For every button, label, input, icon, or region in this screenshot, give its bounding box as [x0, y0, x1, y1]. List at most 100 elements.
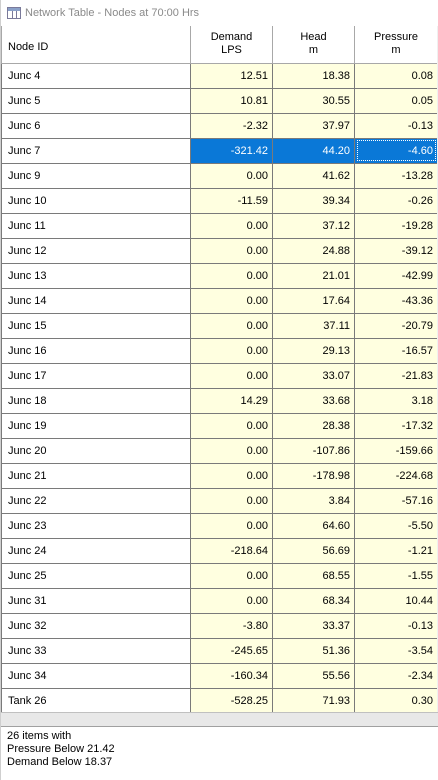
column-header-node-id[interactable]: Node ID [1, 26, 191, 64]
pressure-cell-focused[interactable]: -4.60 [354, 138, 438, 164]
node-id-cell[interactable]: Junc 4 [1, 63, 191, 89]
demand-cell[interactable]: 0.00 [190, 238, 273, 264]
head-cell[interactable]: 37.12 [272, 213, 355, 239]
node-id-cell[interactable]: Junc 16 [1, 338, 191, 364]
pressure-cell[interactable]: -5.50 [354, 513, 438, 539]
demand-cell[interactable]: -218.64 [190, 538, 273, 564]
head-cell[interactable]: 37.97 [272, 113, 355, 139]
head-cell[interactable]: -107.86 [272, 438, 355, 464]
table-row[interactable]: Junc 11 0.00 37.12 -19.28 [1, 213, 438, 239]
pressure-cell[interactable]: 0.08 [354, 63, 438, 89]
table-row[interactable]: Junc 14 0.00 17.64 -43.36 [1, 288, 438, 314]
pressure-cell[interactable]: 3.18 [354, 388, 438, 414]
column-header-head[interactable]: Head m [272, 26, 355, 64]
pressure-cell[interactable]: -0.13 [354, 613, 438, 639]
head-cell[interactable]: 56.69 [272, 538, 355, 564]
head-cell[interactable]: 17.64 [272, 288, 355, 314]
table-row[interactable]: Junc 32 -3.80 33.37 -0.13 [1, 613, 438, 639]
head-cell[interactable]: 37.11 [272, 313, 355, 339]
node-id-cell[interactable]: Junc 12 [1, 238, 191, 264]
head-cell[interactable]: 3.84 [272, 488, 355, 514]
demand-cell[interactable]: 0.00 [190, 413, 273, 439]
pressure-cell[interactable]: -224.68 [354, 463, 438, 489]
table-row-selected[interactable]: Junc 7 -321.42 44.20 -4.60 [1, 138, 438, 164]
node-id-cell[interactable]: Junc 7 [1, 138, 191, 164]
demand-cell[interactable]: 0.00 [190, 513, 273, 539]
column-header-pressure[interactable]: Pressure m [354, 26, 438, 64]
head-cell[interactable]: 28.38 [272, 413, 355, 439]
node-id-cell[interactable]: Junc 34 [1, 663, 191, 689]
table-row[interactable]: Junc 19 0.00 28.38 -17.32 [1, 413, 438, 439]
pressure-cell[interactable]: -20.79 [354, 313, 438, 339]
table-row[interactable]: Junc 24 -218.64 56.69 -1.21 [1, 538, 438, 564]
table-row[interactable]: Junc 21 0.00 -178.98 -224.68 [1, 463, 438, 489]
node-id-cell[interactable]: Junc 25 [1, 563, 191, 589]
demand-cell[interactable]: 14.29 [190, 388, 273, 414]
pressure-cell[interactable]: -57.16 [354, 488, 438, 514]
demand-cell[interactable]: 0.00 [190, 463, 273, 489]
demand-cell[interactable]: 0.00 [190, 213, 273, 239]
head-cell[interactable]: 33.07 [272, 363, 355, 389]
demand-cell[interactable]: 10.81 [190, 88, 273, 114]
node-id-cell[interactable]: Junc 10 [1, 188, 191, 214]
demand-cell[interactable]: -2.32 [190, 113, 273, 139]
table-row[interactable]: Junc 18 14.29 33.68 3.18 [1, 388, 438, 414]
node-id-cell[interactable]: Junc 23 [1, 513, 191, 539]
node-id-cell[interactable]: Junc 19 [1, 413, 191, 439]
head-cell[interactable]: -178.98 [272, 463, 355, 489]
node-id-cell[interactable]: Junc 24 [1, 538, 191, 564]
pressure-cell[interactable]: -0.13 [354, 113, 438, 139]
node-id-cell[interactable]: Junc 32 [1, 613, 191, 639]
head-cell[interactable]: 55.56 [272, 663, 355, 689]
table-row[interactable]: Junc 13 0.00 21.01 -42.99 [1, 263, 438, 289]
demand-cell[interactable]: -11.59 [190, 188, 273, 214]
pressure-cell[interactable]: -39.12 [354, 238, 438, 264]
pressure-cell[interactable]: 0.30 [354, 688, 438, 712]
demand-cell[interactable]: -160.34 [190, 663, 273, 689]
pressure-cell[interactable]: -1.21 [354, 538, 438, 564]
table-row[interactable]: Junc 20 0.00 -107.86 -159.66 [1, 438, 438, 464]
demand-cell[interactable]: -245.65 [190, 638, 273, 664]
demand-cell[interactable]: 0.00 [190, 163, 273, 189]
node-id-cell[interactable]: Junc 11 [1, 213, 191, 239]
node-id-cell[interactable]: Junc 15 [1, 313, 191, 339]
table-row[interactable]: Junc 31 0.00 68.34 10.44 [1, 588, 438, 614]
demand-cell[interactable]: 0.00 [190, 438, 273, 464]
table-row[interactable]: Junc 23 0.00 64.60 -5.50 [1, 513, 438, 539]
node-id-cell[interactable]: Junc 22 [1, 488, 191, 514]
node-id-cell[interactable]: Tank 26 [1, 688, 191, 712]
head-cell[interactable]: 30.55 [272, 88, 355, 114]
node-id-cell[interactable]: Junc 13 [1, 263, 191, 289]
table-row[interactable]: Junc 5 10.81 30.55 0.05 [1, 88, 438, 114]
demand-cell[interactable]: 0.00 [190, 588, 273, 614]
table-row[interactable]: Tank 26 -528.25 71.93 0.30 [1, 688, 438, 712]
head-cell[interactable]: 33.37 [272, 613, 355, 639]
node-id-cell[interactable]: Junc 18 [1, 388, 191, 414]
table-row[interactable]: Junc 15 0.00 37.11 -20.79 [1, 313, 438, 339]
demand-cell[interactable]: 0.00 [190, 488, 273, 514]
head-cell[interactable]: 41.62 [272, 163, 355, 189]
title-bar[interactable]: Network Table - Nodes at 70:00 Hrs [1, 0, 438, 26]
demand-cell[interactable]: 0.00 [190, 563, 273, 589]
node-id-cell[interactable]: Junc 31 [1, 588, 191, 614]
pressure-cell[interactable]: 10.44 [354, 588, 438, 614]
pressure-cell[interactable]: -42.99 [354, 263, 438, 289]
pressure-cell[interactable]: -2.34 [354, 663, 438, 689]
demand-cell[interactable]: 0.00 [190, 263, 273, 289]
head-cell[interactable]: 44.20 [272, 138, 355, 164]
head-cell[interactable]: 18.38 [272, 63, 355, 89]
table-row[interactable]: Junc 6 -2.32 37.97 -0.13 [1, 113, 438, 139]
table-row[interactable]: Junc 22 0.00 3.84 -57.16 [1, 488, 438, 514]
demand-cell[interactable]: 12.51 [190, 63, 273, 89]
pressure-cell[interactable]: -16.57 [354, 338, 438, 364]
node-id-cell[interactable]: Junc 20 [1, 438, 191, 464]
table-row[interactable]: Junc 33 -245.65 51.36 -3.54 [1, 638, 438, 664]
table-row[interactable]: Junc 4 12.51 18.38 0.08 [1, 63, 438, 89]
node-id-cell[interactable]: Junc 21 [1, 463, 191, 489]
demand-cell[interactable]: -3.80 [190, 613, 273, 639]
node-id-cell[interactable]: Junc 33 [1, 638, 191, 664]
pressure-cell[interactable]: -0.26 [354, 188, 438, 214]
node-id-cell[interactable]: Junc 14 [1, 288, 191, 314]
pressure-cell[interactable]: -13.28 [354, 163, 438, 189]
horizontal-scrollbar[interactable] [1, 712, 438, 726]
